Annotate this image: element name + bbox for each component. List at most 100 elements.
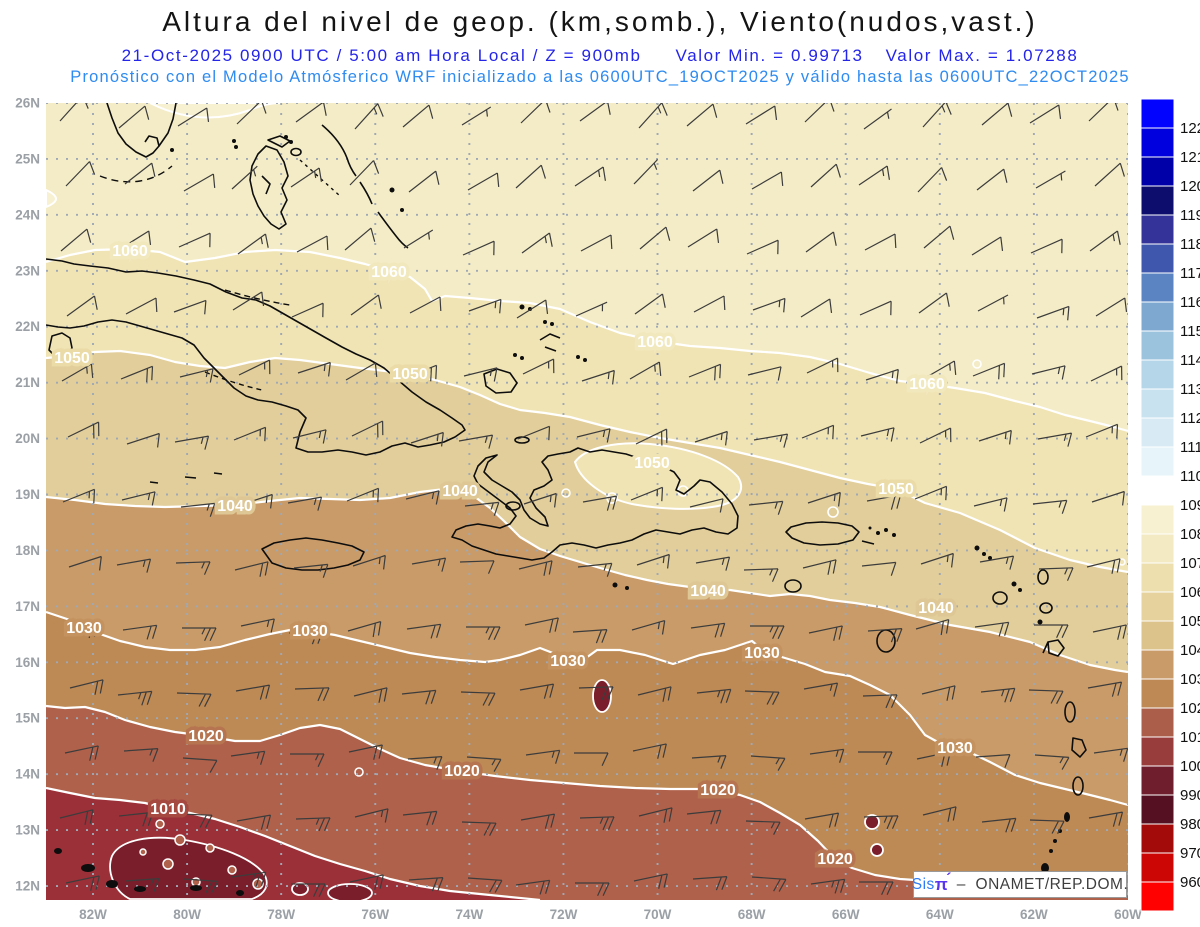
wind-barb — [637, 686, 672, 702]
wind-barb — [1086, 558, 1121, 574]
wind-barb — [523, 492, 557, 508]
shade-patch-990-1000 — [327, 883, 373, 900]
colorbar-cell — [1140, 388, 1175, 419]
wind-barb — [690, 622, 726, 638]
wind-barb — [230, 750, 266, 765]
contour-label: 1040 — [690, 583, 726, 600]
shade-band-1070 — [149, 103, 281, 119]
wind-barb — [122, 624, 158, 640]
wind-barb — [745, 105, 778, 125]
wind-barb — [803, 682, 839, 697]
contour-ring — [827, 506, 839, 518]
wind-barb — [458, 434, 494, 449]
wind-barb — [520, 813, 556, 829]
contour-label: 1050 — [392, 366, 428, 383]
wind-barb — [354, 103, 384, 130]
wind-barb — [234, 561, 269, 577]
wind-barb — [464, 501, 500, 516]
wind-barb — [290, 753, 325, 767]
lat-tick-label: 23N — [15, 263, 40, 278]
lat-tick-label: 17N — [15, 599, 40, 614]
lat-tick-label: 24N — [15, 207, 40, 222]
wind-barb — [296, 235, 329, 253]
colorbar-tick-label: 1010 — [1180, 729, 1200, 746]
colorbar-tick-label: 1070 — [1180, 555, 1200, 572]
contour-label: 1040 — [217, 498, 253, 515]
wind-barb — [743, 568, 779, 582]
wind-barb — [1030, 238, 1063, 254]
wind-barb — [468, 298, 502, 314]
wind-barb — [121, 491, 156, 506]
wind-barb — [177, 107, 210, 127]
wind-barb — [973, 497, 1008, 512]
wind-barb — [858, 165, 890, 186]
wind-barb — [120, 365, 154, 383]
colorbar-cell — [1140, 678, 1175, 709]
watermark-org: ONAMET/REP.DOM. — [975, 875, 1129, 893]
wind-barb — [402, 104, 434, 128]
wind-barb — [687, 228, 720, 248]
wind-barb — [522, 358, 555, 375]
wind-barb — [807, 491, 841, 507]
contour-label: 1020 — [817, 851, 853, 868]
colorbar-cell — [1140, 620, 1175, 651]
contour-hole — [174, 834, 186, 846]
wind-barb — [292, 429, 327, 444]
lon-tick-label: 80W — [173, 907, 201, 922]
watermark-pi-logo: π — [934, 874, 949, 894]
wind-barb — [574, 166, 606, 187]
wind-barb — [975, 754, 1011, 768]
wind-barb — [916, 751, 951, 767]
wind-barb — [1087, 681, 1123, 697]
wind-barb — [748, 500, 784, 515]
wind-barb — [751, 876, 787, 892]
wind-barb — [863, 108, 892, 130]
wind-barb — [462, 240, 495, 256]
wind-barb — [1035, 170, 1066, 189]
wind-barb — [354, 808, 389, 823]
wind-barb — [69, 679, 104, 695]
wind-barb — [686, 103, 718, 127]
colorbar-cell — [1140, 823, 1175, 854]
wind-barb — [691, 755, 727, 769]
wind-barb — [516, 299, 549, 319]
lon-tick-label: 70W — [644, 907, 672, 922]
wind-barb — [579, 816, 615, 831]
contour-label: 1020 — [700, 782, 736, 799]
wind-barb — [1091, 490, 1125, 506]
wind-barb — [744, 690, 780, 705]
wind-barb — [466, 756, 502, 772]
wind-barb — [183, 878, 219, 894]
contour-ring — [354, 767, 364, 777]
wind-barb — [410, 431, 444, 447]
contour-line — [46, 610, 1128, 807]
colorbar-cell — [1140, 359, 1175, 390]
coastlines — [46, 103, 1087, 796]
contour-label: 1030 — [550, 653, 586, 670]
wind-barb — [239, 493, 273, 509]
lat-tick-label: 20N — [15, 431, 40, 446]
wind-barb — [639, 226, 671, 250]
colorbar-tick-label: 1200 — [1180, 178, 1200, 195]
wind-barb — [750, 625, 785, 639]
wind-barb — [635, 428, 668, 446]
wind-barb — [1034, 754, 1070, 770]
wind-barb — [347, 621, 382, 638]
wind-barb — [753, 433, 789, 448]
colorbar-cell — [1140, 475, 1175, 506]
colorbar-tick-label: 1120 — [1180, 410, 1200, 427]
contour-label: 1040 — [442, 483, 478, 500]
wind-barb — [346, 487, 380, 503]
wind-barb — [173, 299, 207, 315]
lon-tick-label: 66W — [832, 907, 860, 922]
wind-barb — [1088, 811, 1124, 827]
wind-barb — [68, 555, 102, 571]
wind-barb — [349, 874, 384, 890]
colorbar-cell — [1140, 272, 1175, 303]
contour-label: 1030 — [292, 623, 328, 640]
wind-barb — [914, 485, 948, 501]
lat-tick-label: 18N — [15, 543, 40, 558]
wind-barb — [67, 421, 100, 439]
wind-barb — [408, 170, 440, 193]
wind-barb — [295, 103, 327, 123]
